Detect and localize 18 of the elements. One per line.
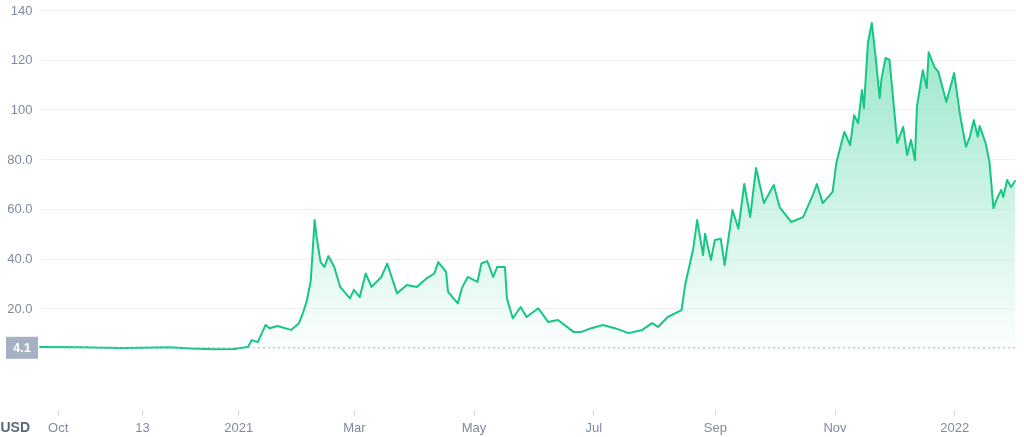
x-tick-label: Oct: [48, 419, 69, 435]
y-axis-title: USD: [0, 418, 31, 435]
x-tick-label: Mar: [343, 419, 367, 435]
y-tick-label: 40.0: [7, 251, 33, 267]
y-tick-label: 20.0: [7, 300, 33, 316]
y-tick-label: 80.0: [7, 151, 33, 167]
ref-line-label: 4.1: [12, 339, 32, 355]
x-tick-label: 2021: [224, 419, 254, 435]
y-tick-label: 120: [10, 52, 33, 68]
y-tick-label: 60.0: [7, 201, 33, 217]
x-tick-label: Sep: [703, 419, 727, 435]
y-tick-label: 140: [10, 2, 33, 18]
x-tick-label: May: [461, 419, 487, 435]
x-tick-label: 2022: [940, 419, 970, 435]
x-tick-label: Nov: [823, 419, 848, 435]
x-tick-label: 13: [135, 419, 150, 435]
x-tick-label: Jul: [585, 419, 603, 435]
y-tick-label: 100: [10, 101, 33, 117]
